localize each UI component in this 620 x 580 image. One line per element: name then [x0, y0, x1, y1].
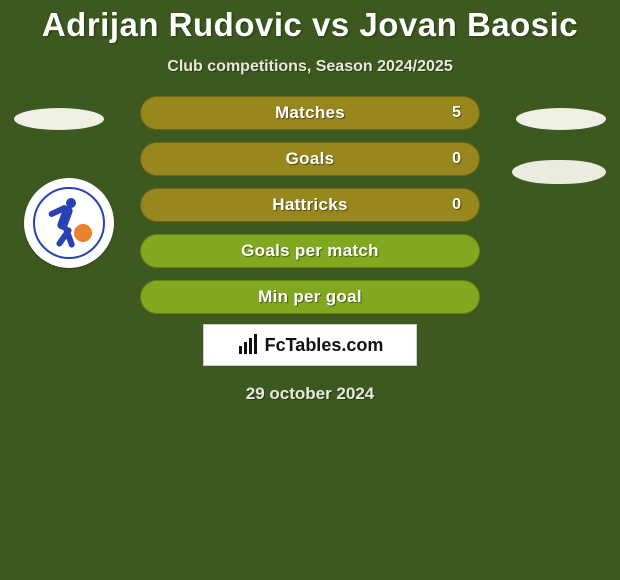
page-subtitle: Club competitions, Season 2024/2025	[0, 58, 620, 76]
stat-label: Matches	[141, 103, 479, 123]
stat-value: 5	[452, 104, 461, 122]
brand-text: FcTables.com	[265, 335, 384, 356]
stat-label: Goals per match	[141, 241, 479, 261]
brand-box[interactable]: FcTables.com	[203, 324, 417, 366]
page-title: Adrijan Rudovic vs Jovan Baosic	[0, 0, 620, 44]
left-player-pill	[14, 108, 104, 130]
stat-value: 0	[452, 196, 461, 214]
stat-bar-goals: Goals 0	[140, 142, 480, 176]
club-badge-inner	[33, 187, 105, 259]
stat-bar-matches: Matches 5	[140, 96, 480, 130]
stat-label: Hattricks	[141, 195, 479, 215]
stat-bar-mpg: Min per goal	[140, 280, 480, 314]
right-player-pill-2	[512, 160, 606, 184]
stat-bar-hattricks: Hattricks 0	[140, 188, 480, 222]
bar-chart-icon	[237, 334, 259, 356]
right-player-pill	[516, 108, 606, 130]
football-player-icon	[44, 198, 94, 248]
stat-label: Min per goal	[141, 287, 479, 307]
stat-label: Goals	[141, 149, 479, 169]
club-badge	[24, 178, 114, 268]
stat-value: 0	[452, 150, 461, 168]
stat-bars: Matches 5 Goals 0 Hattricks 0 Goals per …	[140, 96, 480, 326]
stat-bar-gpm: Goals per match	[140, 234, 480, 268]
date-text: 29 october 2024	[0, 384, 620, 404]
